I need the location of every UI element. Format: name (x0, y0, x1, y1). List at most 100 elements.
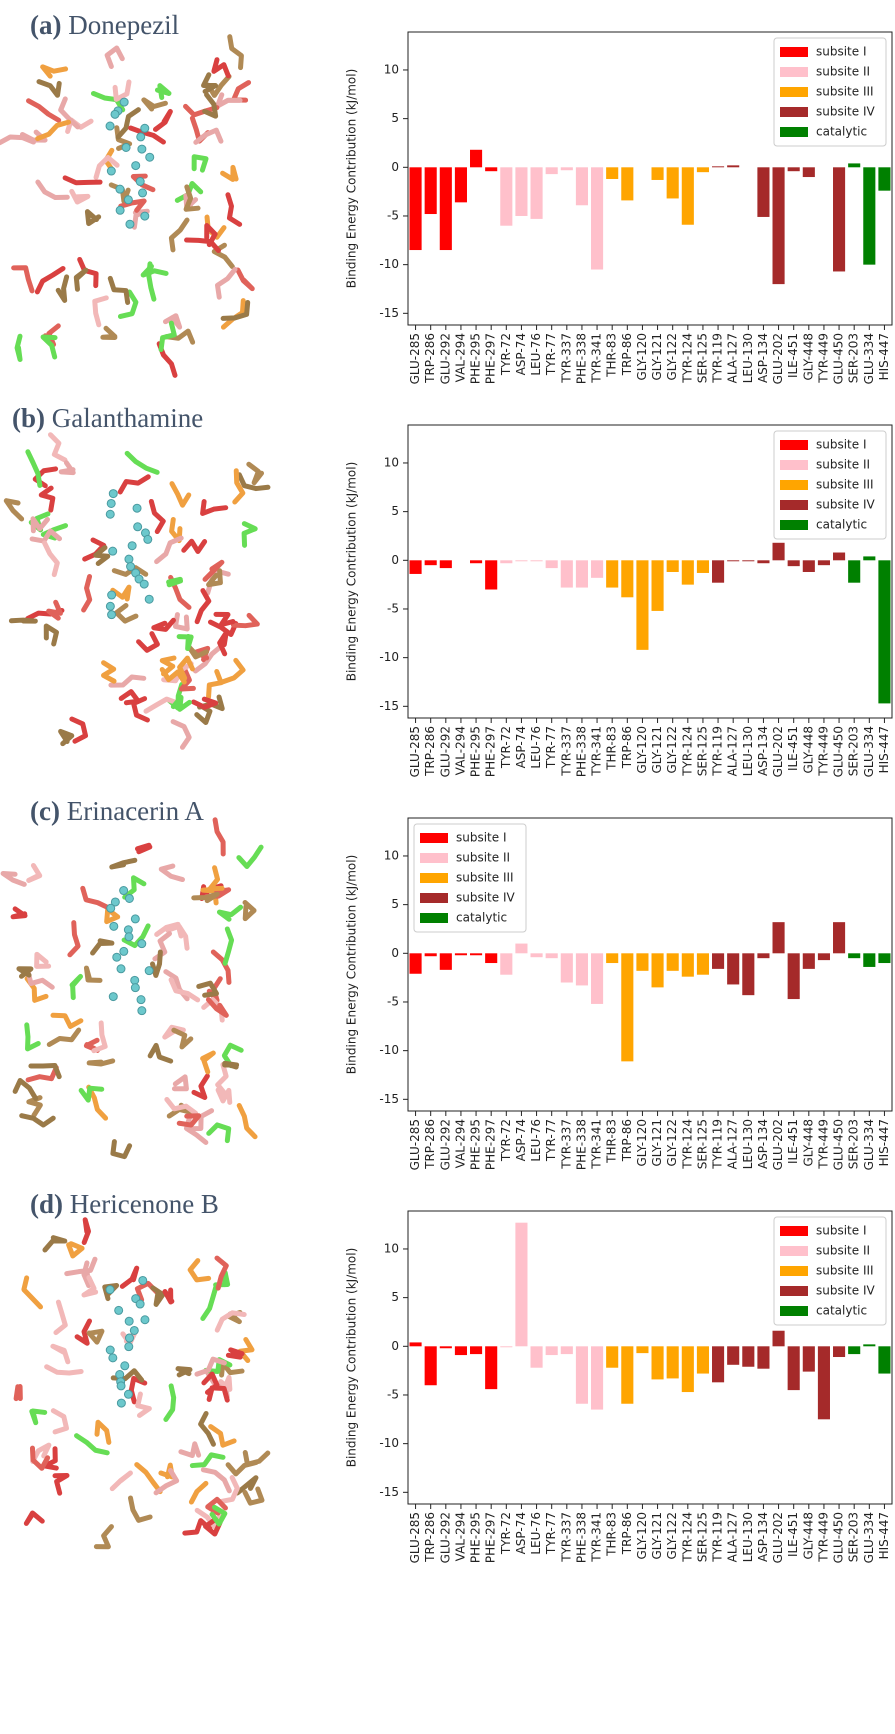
x-tick-label: ASP-134 (756, 1512, 770, 1562)
molecule-stick (61, 731, 72, 743)
panel-title: (c) Erinacerin A (30, 796, 204, 826)
molecule-stick (19, 969, 31, 977)
ligand-atom (140, 580, 148, 588)
bar (833, 1346, 845, 1357)
bar (621, 953, 633, 1061)
molecule-stick (161, 323, 174, 349)
molecule-stick (120, 477, 148, 492)
molecule-stick (194, 157, 206, 170)
molecule-stick (61, 463, 73, 473)
x-tick-label: ASP-74 (514, 333, 528, 375)
bar (833, 167, 845, 271)
x-tick-label: GLY-121 (650, 333, 664, 381)
x-tick-label: ILE-451 (786, 1512, 800, 1557)
legend-swatch (420, 833, 448, 843)
molecule-stick (70, 923, 78, 955)
y-tick-label: -10 (379, 1436, 399, 1450)
x-tick-label: TYR-337 (559, 1119, 573, 1170)
molecule-stick (137, 1465, 160, 1492)
bar (742, 1346, 754, 1366)
ligand-atom (109, 993, 117, 1001)
molecule-stick (14, 268, 32, 291)
x-tick-label: GLY-120 (635, 1512, 649, 1560)
x-tick-label: GLY-448 (801, 1119, 815, 1167)
ligand-atom (124, 1390, 132, 1398)
legend-label: subsite IV (816, 105, 876, 119)
legend-swatch (780, 460, 808, 470)
x-tick-label: LEU-130 (741, 1512, 755, 1562)
y-tick-label: -5 (387, 601, 399, 615)
molecule-stick (150, 1045, 171, 1061)
x-tick-label: ILE-451 (786, 333, 800, 378)
bar (606, 167, 618, 179)
bar (773, 922, 785, 953)
bar (788, 167, 800, 171)
molecule-stick (154, 620, 174, 629)
molecule-stick (219, 907, 240, 919)
molecule-stick (178, 1369, 190, 1375)
ligand-atom (107, 499, 115, 507)
molecule-stick (215, 820, 223, 854)
bar (878, 1346, 890, 1373)
x-tick-label: PHE-295 (469, 333, 483, 384)
ligand-atom (128, 542, 136, 550)
bar (440, 560, 452, 568)
panel-title: (b) Galanthamine (12, 403, 203, 433)
ligand-atom (108, 611, 116, 619)
bar (500, 560, 512, 563)
legend-swatch (420, 853, 448, 863)
bar (788, 1346, 800, 1390)
legend-label: subsite IV (816, 1284, 876, 1298)
bar (515, 1223, 527, 1347)
molecule-stick (45, 1238, 65, 1250)
bar (500, 167, 512, 225)
molecule-stick (56, 1302, 65, 1333)
panel-label: (b) (12, 403, 45, 433)
bar (803, 560, 815, 572)
x-tick-label: LEU-130 (741, 333, 755, 383)
bar (863, 953, 875, 967)
x-tick-label: TRP-286 (423, 1119, 437, 1170)
molecule-stick (165, 1290, 172, 1302)
panel-label: (d) (30, 1189, 63, 1219)
bar (576, 167, 588, 205)
ligand-atom (125, 1343, 133, 1351)
x-tick-label: ASP-74 (514, 1119, 528, 1161)
molecule-stick (174, 1077, 186, 1089)
x-tick-label: TYR-337 (559, 333, 573, 384)
bar (546, 167, 558, 174)
y-tick-label: -15 (379, 1092, 399, 1106)
bar (848, 953, 860, 958)
legend-label: subsite III (816, 478, 874, 492)
molecule-stick (245, 903, 254, 919)
molecule-stick (87, 212, 98, 224)
bar (773, 1331, 785, 1347)
bar (712, 1346, 724, 1382)
x-tick-label: TRP-286 (423, 1512, 437, 1563)
x-tick-label: GLU-450 (832, 333, 846, 384)
molecule-stick (16, 1386, 20, 1398)
x-tick-label: SER-125 (695, 726, 709, 776)
molecule-stick (249, 464, 262, 482)
molecule-stick (11, 620, 35, 621)
x-tick-label: HIS-447 (877, 1119, 891, 1166)
panel-title: (a) Donepezil (30, 10, 179, 40)
x-tick-label: HIS-447 (877, 333, 891, 380)
molecule-stick (234, 83, 249, 101)
molecule-stick (125, 878, 144, 897)
molecule-stick (107, 48, 122, 66)
molecule-stick (209, 672, 222, 697)
molecule-stick (174, 1030, 191, 1047)
ligand-atom (120, 887, 128, 895)
molecule-stick (15, 1081, 36, 1099)
x-tick-label: GLU-202 (771, 333, 785, 384)
x-tick-label: TYR-77 (544, 333, 558, 376)
molecule-stick (93, 941, 112, 953)
panel-label: (c) (30, 796, 60, 826)
x-tick-label: GLY-120 (635, 726, 649, 774)
bar (576, 1346, 588, 1403)
x-tick-label: GLU-285 (408, 1512, 422, 1563)
bar (818, 560, 830, 565)
ligand-atom (106, 602, 114, 610)
bar (515, 560, 527, 561)
